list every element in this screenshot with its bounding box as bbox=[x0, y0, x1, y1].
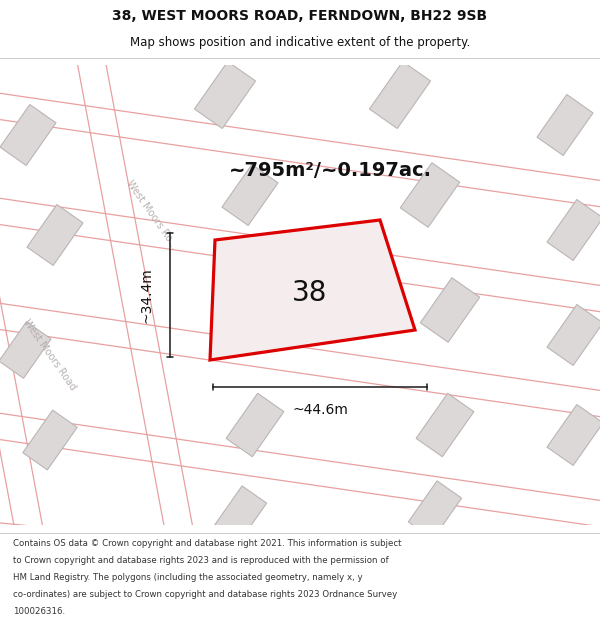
Text: HM Land Registry. The polygons (including the associated geometry, namely x, y: HM Land Registry. The polygons (includin… bbox=[13, 573, 363, 582]
Polygon shape bbox=[214, 486, 266, 544]
Polygon shape bbox=[547, 199, 600, 261]
Text: 100026316.: 100026316. bbox=[13, 608, 65, 616]
Text: 38: 38 bbox=[292, 279, 328, 307]
Polygon shape bbox=[210, 220, 415, 360]
Text: ~795m²/~0.197ac.: ~795m²/~0.197ac. bbox=[229, 161, 431, 179]
Polygon shape bbox=[370, 61, 431, 129]
Polygon shape bbox=[421, 278, 479, 342]
Text: ~34.4m: ~34.4m bbox=[140, 267, 154, 323]
Polygon shape bbox=[226, 393, 284, 457]
Polygon shape bbox=[233, 281, 287, 339]
Polygon shape bbox=[0, 322, 51, 378]
Polygon shape bbox=[400, 162, 460, 228]
Polygon shape bbox=[23, 410, 77, 470]
Polygon shape bbox=[27, 204, 83, 266]
Text: ~44.6m: ~44.6m bbox=[292, 403, 348, 417]
Polygon shape bbox=[547, 304, 600, 366]
Text: Contains OS data © Crown copyright and database right 2021. This information is : Contains OS data © Crown copyright and d… bbox=[13, 539, 402, 548]
Text: co-ordinates) are subject to Crown copyright and database rights 2023 Ordnance S: co-ordinates) are subject to Crown copyr… bbox=[13, 590, 397, 599]
Text: Map shows position and indicative extent of the property.: Map shows position and indicative extent… bbox=[130, 36, 470, 49]
Polygon shape bbox=[0, 104, 56, 166]
Polygon shape bbox=[194, 61, 256, 129]
Text: West Moors Ro…: West Moors Ro… bbox=[124, 179, 179, 251]
Text: 38, WEST MOORS ROAD, FERNDOWN, BH22 9SB: 38, WEST MOORS ROAD, FERNDOWN, BH22 9SB bbox=[112, 9, 488, 23]
Text: West Moors Road: West Moors Road bbox=[22, 318, 78, 392]
Polygon shape bbox=[222, 164, 278, 226]
Polygon shape bbox=[537, 94, 593, 156]
Polygon shape bbox=[547, 404, 600, 466]
Polygon shape bbox=[409, 481, 461, 539]
Polygon shape bbox=[416, 393, 474, 457]
Text: to Crown copyright and database rights 2023 and is reproduced with the permissio: to Crown copyright and database rights 2… bbox=[13, 556, 389, 565]
